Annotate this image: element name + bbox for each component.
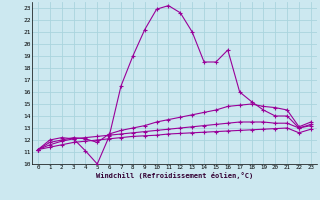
X-axis label: Windchill (Refroidissement éolien,°C): Windchill (Refroidissement éolien,°C) [96,172,253,179]
